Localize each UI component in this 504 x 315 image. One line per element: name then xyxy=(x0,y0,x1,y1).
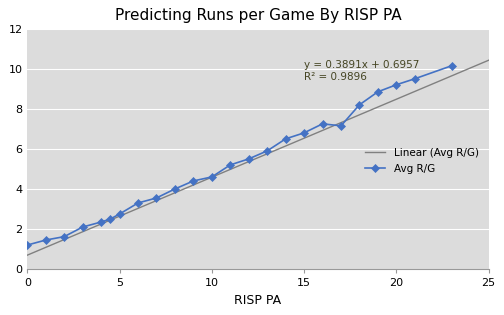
Avg R/G xyxy=(227,163,233,167)
Linear (Avg R/G) xyxy=(6,261,12,265)
Avg R/G xyxy=(116,212,122,216)
Avg R/G xyxy=(80,225,86,229)
Avg R/G xyxy=(338,124,344,128)
Avg R/G xyxy=(24,243,30,247)
Avg R/G xyxy=(393,83,399,87)
Avg R/G xyxy=(283,137,289,141)
Text: y = 0.3891x + 0.6957
R² = 0.9896: y = 0.3891x + 0.6957 R² = 0.9896 xyxy=(304,60,419,82)
Avg R/G xyxy=(449,64,455,68)
Line: Avg R/G: Avg R/G xyxy=(25,63,455,248)
Avg R/G xyxy=(320,122,326,126)
Avg R/G xyxy=(356,103,362,107)
Avg R/G xyxy=(61,235,67,238)
Avg R/G xyxy=(191,179,197,183)
Avg R/G xyxy=(135,201,141,205)
Linear (Avg R/G) xyxy=(301,136,307,140)
Avg R/G xyxy=(98,220,104,224)
Line: Linear (Avg R/G): Linear (Avg R/G) xyxy=(9,53,504,263)
Avg R/G xyxy=(264,149,270,153)
Avg R/G xyxy=(209,175,215,179)
Avg R/G xyxy=(375,90,381,94)
Linear (Avg R/G) xyxy=(302,136,308,140)
Avg R/G xyxy=(412,77,418,81)
Avg R/G xyxy=(172,187,178,191)
Linear (Avg R/G) xyxy=(8,260,14,264)
Avg R/G xyxy=(43,238,49,242)
Legend: Linear (Avg R/G), Avg R/G: Linear (Avg R/G), Avg R/G xyxy=(364,148,479,174)
Avg R/G xyxy=(107,217,113,221)
X-axis label: RISP PA: RISP PA xyxy=(234,294,282,307)
Linear (Avg R/G) xyxy=(311,132,317,136)
Avg R/G xyxy=(246,157,252,161)
Avg R/G xyxy=(301,131,307,135)
Avg R/G xyxy=(153,196,159,200)
Linear (Avg R/G) xyxy=(426,84,432,88)
Linear (Avg R/G) xyxy=(457,70,463,74)
Title: Predicting Runs per Game By RISP PA: Predicting Runs per Game By RISP PA xyxy=(114,8,401,23)
